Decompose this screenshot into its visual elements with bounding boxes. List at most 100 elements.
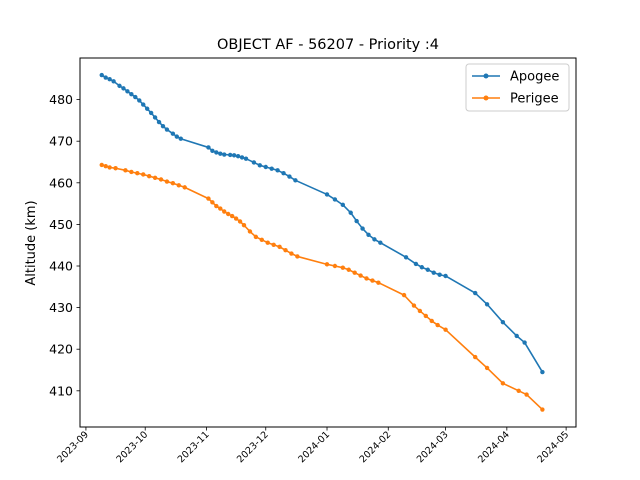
series-apogee-point [473,290,478,296]
series-perigee-point [218,206,223,211]
series-apogee-point [324,192,330,197]
series-perigee-point [206,196,211,201]
series-apogee-point [372,237,377,242]
series-apogee-point [340,202,346,208]
series-apogee-point [99,72,104,78]
y-tick-label: 450 [49,217,73,232]
legend: Apogee Perigee [465,63,570,112]
legend-apogee-marker [483,73,489,79]
series-perigee-point [340,265,346,270]
series-perigee-point [176,183,182,188]
series-apogee-point [500,319,506,325]
series-perigee-point [516,388,521,394]
series-perigee-point [237,219,243,224]
series-apogee-point [431,270,436,275]
series-apogee-point [425,267,430,272]
series-apogee-point [239,155,245,160]
series-apogee-point [413,261,419,267]
series-perigee-point [283,247,288,253]
series-apogee-point [366,232,371,238]
series-perigee-point [233,216,239,221]
series-perigee-point [540,407,545,412]
legend-apogee-label: Apogee [510,70,559,85]
series-apogee-point [227,152,233,158]
series-perigee-point [129,169,134,175]
series-apogee-point [281,171,286,176]
series-apogee-point [137,98,142,103]
series-apogee-point [133,94,138,100]
series-perigee-point [222,209,227,214]
series-perigee-point [364,276,369,281]
series-perigee-point [265,240,270,245]
series-perigee-point [271,242,276,247]
series-perigee-point [277,244,282,250]
series-apogee-point [107,77,112,82]
series-perigee-point [135,171,140,176]
series-apogee-point [170,131,176,136]
series-apogee-point [263,164,268,170]
series-perigee-point [229,213,235,219]
series-apogee-point [121,86,126,91]
series-layer [99,72,545,412]
series-apogee-point [437,272,442,277]
series-perigee-point [247,229,253,234]
series-perigee-point [164,179,170,184]
series-apogee-point [214,150,219,155]
series-apogee-point [484,302,490,307]
series-perigee-point [484,365,490,371]
y-axis-label: Altitude (km) [24,200,39,285]
y-tick-label: 410 [49,383,73,398]
series-perigee-point [443,327,448,332]
series-apogee-point [210,148,215,153]
series-perigee-point [435,322,440,328]
series-apogee-point [419,265,425,270]
series-perigee-point [158,177,164,182]
series-apogee-point [148,110,154,116]
series-perigee-point [295,254,300,259]
series-apogee-point [129,91,134,97]
series-perigee-point [324,262,330,267]
series-perigee-point [123,168,128,173]
series-apogee-point [269,166,274,171]
series-apogee-point [178,136,183,141]
series-perigee-point [524,392,529,397]
series-perigee-point [370,278,375,283]
series-apogee-point [111,79,116,84]
series-apogee-point [231,153,237,158]
series-apogee-point [360,226,365,231]
series-apogee-point [257,163,263,168]
series-perigee-point [352,270,357,275]
series-perigee-point [152,175,158,181]
series-apogee-point [156,119,162,125]
series-apogee-point [218,151,223,156]
series-perigee-point [411,303,417,308]
series-apogee-point [152,115,158,120]
plot-frame [79,57,577,428]
series-perigee-point [146,173,152,179]
series-perigee-point [473,354,478,360]
series-perigee-point [346,267,351,272]
y-tick-label: 440 [49,259,73,274]
series-apogee-point [522,340,527,345]
series-apogee-point [160,124,166,129]
series-apogee-point [141,102,146,107]
series-apogee-point [275,168,280,173]
series-perigee-point [141,172,146,177]
series-perigee-point [429,318,434,324]
series-apogee-point [514,333,519,339]
series-perigee-point [226,211,231,217]
y-tick-label: 430 [49,300,73,315]
series-perigee-point [332,263,338,269]
series-perigee-point [401,292,407,298]
series-perigee-point [358,273,363,278]
series-apogee-point [103,75,108,80]
series-apogee-point [251,160,257,165]
series-apogee-point [378,240,383,245]
series-perigee-point [210,200,215,205]
series-perigee-point [423,313,429,319]
y-tick-label: 470 [49,134,73,149]
series-perigee-point [500,381,506,386]
chart-title: OBJECT AF - 56207 - Priority :4 [217,37,439,53]
series-apogee-point [348,210,353,215]
